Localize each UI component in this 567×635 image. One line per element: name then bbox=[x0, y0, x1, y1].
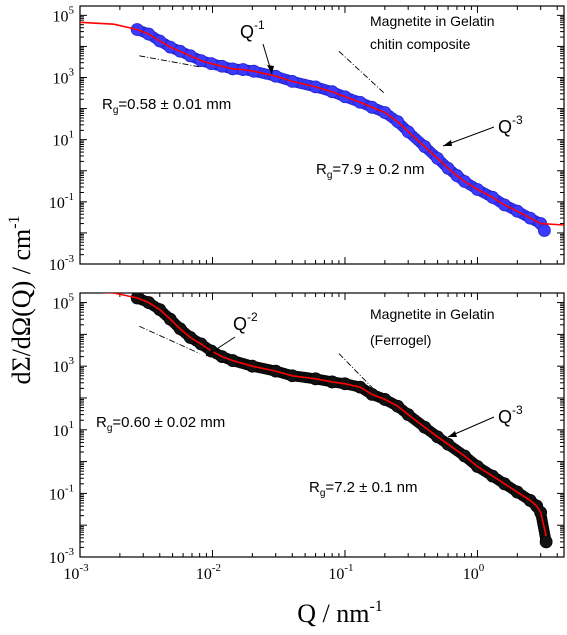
y-axis-title: dΣ/dΩ(Q) / cm-1 bbox=[6, 215, 36, 384]
top-y-tick-label: 10-1 bbox=[49, 191, 74, 212]
bottom-q-3-label: Q-3 bbox=[498, 403, 523, 427]
bottom-y-tick-label: 10-1 bbox=[49, 482, 74, 503]
top-q-1-label: Q-1 bbox=[240, 18, 265, 42]
top-guinier-line-high-q bbox=[338, 50, 386, 95]
bottom-x-tick-label: 10-2 bbox=[196, 562, 221, 583]
bottom-x-tick-label: 100 bbox=[463, 562, 485, 583]
top-data-point bbox=[537, 224, 551, 237]
top-rg-large-label: Rg=0.58 ± 0.01 mm bbox=[102, 96, 231, 116]
bottom-y-tick-label: 103 bbox=[53, 355, 75, 376]
top-q-1-arrowhead bbox=[267, 65, 274, 74]
bottom-q-2-label: Q-2 bbox=[233, 310, 258, 334]
top-q-3-label: Q-3 bbox=[498, 113, 523, 137]
top-y-tick-label: 105 bbox=[53, 4, 75, 25]
x-axis-title: Q / nm-1 bbox=[297, 598, 383, 628]
bottom-fit-curve bbox=[99, 293, 547, 537]
bottom-y-tick-label: 105 bbox=[53, 292, 75, 313]
bottom-legend-line-1: Magnetite in Gelatin bbox=[370, 306, 495, 322]
top-y-tick-label: 101 bbox=[53, 129, 75, 150]
bottom-guinier-line-high-q bbox=[338, 353, 380, 395]
top-legend-line-1: Magnetite in Gelatin bbox=[370, 13, 495, 29]
top-legend-line-2: chitin composite bbox=[370, 36, 471, 52]
top-panel: 10-3 10-1 101 103 105 bbox=[49, 4, 564, 274]
bottom-plot-frame bbox=[79, 292, 565, 558]
top-rg-small-label: Rg=7.9 ± 0.2 nm bbox=[316, 161, 424, 181]
bottom-data-point bbox=[539, 535, 553, 549]
bottom-legend-line-2: (Ferrogel) bbox=[370, 332, 431, 348]
bottom-guinier-line-low-q bbox=[139, 325, 200, 354]
bottom-rg-small-label: Rg=7.2 ± 0.1 nm bbox=[309, 479, 417, 499]
top-fit-curve bbox=[80, 21, 564, 226]
bottom-panel: 10-3 10-1 101 103 105 10-3 10-2 10-1 100 bbox=[49, 292, 564, 583]
bottom-plot-area bbox=[99, 293, 553, 549]
bottom-q-3-arrowhead bbox=[448, 431, 457, 437]
bottom-y-tick-label: 10-3 bbox=[49, 546, 75, 567]
top-plot-area bbox=[80, 21, 564, 237]
bottom-y-tick-label: 101 bbox=[53, 419, 75, 440]
bottom-x-tick-label: 10-1 bbox=[328, 562, 353, 583]
top-q-3-arrowhead bbox=[443, 140, 452, 146]
bottom-rg-large-label: Rg=0.60 ± 0.02 mm bbox=[96, 414, 225, 434]
bottom-q-2-arrowhead bbox=[206, 349, 214, 356]
top-q-3-arrow bbox=[442, 126, 495, 147]
bottom-x-tick-label: 10-3 bbox=[63, 562, 89, 583]
top-y-tick-label: 10-3 bbox=[49, 253, 75, 274]
top-guinier-line-low-q bbox=[139, 55, 200, 68]
top-y-tick-label: 103 bbox=[53, 67, 75, 88]
top-plot-frame bbox=[79, 5, 565, 265]
